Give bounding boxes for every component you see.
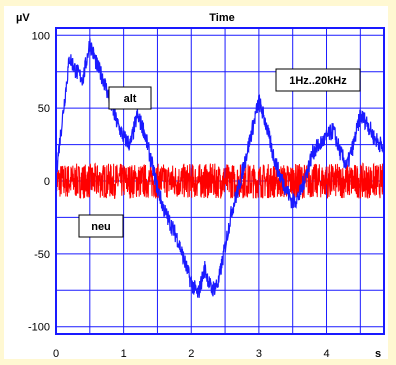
annotation-neu-text: neu xyxy=(91,221,111,233)
annotation-neu: neu xyxy=(78,214,124,238)
y-tick-label: -50 xyxy=(34,249,50,261)
x-tick-label: 2 xyxy=(188,348,194,360)
x-tick-label: 4 xyxy=(323,348,329,360)
tick-labels: 100 50 0 -50 -100 0 1 2 3 4 xyxy=(28,30,330,360)
chart-title: Time xyxy=(209,12,234,24)
x-tick-label: 3 xyxy=(256,348,262,360)
x-tick-label: 0 xyxy=(53,348,59,360)
annotation-alt-text: alt xyxy=(124,93,137,105)
annotation-bandwidth: 1Hz..20kHz xyxy=(275,68,361,92)
y-tick-label: 100 xyxy=(32,30,50,42)
x-tick-label: 1 xyxy=(121,348,127,360)
series-neu xyxy=(55,162,385,200)
y-tick-label: 50 xyxy=(38,103,50,115)
annotation-alt: alt xyxy=(108,86,152,110)
annotation-bandwidth-text: 1Hz..20kHz xyxy=(289,75,347,87)
y-axis-label: µV xyxy=(16,12,30,24)
y-tick-label: -100 xyxy=(28,322,50,334)
y-tick-label: 0 xyxy=(44,176,50,188)
plot-border xyxy=(55,27,385,335)
x-axis-label: s xyxy=(375,348,381,360)
